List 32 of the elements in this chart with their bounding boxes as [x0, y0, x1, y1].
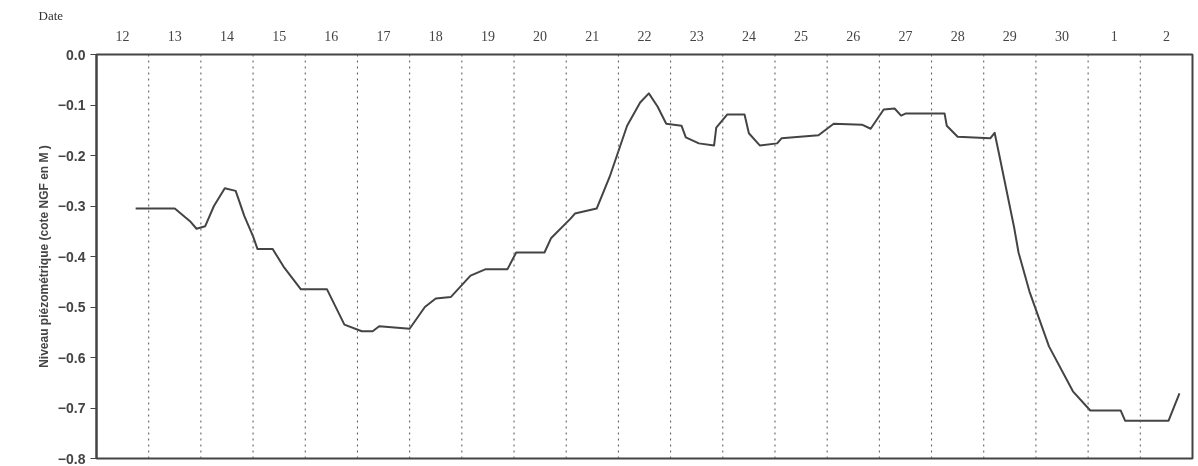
x-tick-label: 13	[167, 28, 182, 44]
x-tick-label: 16	[324, 28, 339, 44]
y-tick-label: −0.2	[57, 147, 86, 164]
x-tick-label: 27	[898, 28, 913, 44]
y-tick-label: −0.1	[57, 97, 86, 113]
x-tick-label: 14	[219, 28, 234, 44]
y-tick-label: −0.7	[57, 400, 86, 416]
x-tick-label: 1	[1110, 28, 1118, 44]
x-tick-label: 24	[741, 28, 756, 44]
x-tick-label: 29	[1002, 28, 1017, 44]
y-tick-label: 0.0	[66, 46, 86, 63]
x-tick-label: 19	[480, 28, 495, 44]
x-tick-label: 30	[1055, 28, 1070, 44]
x-tick-label: 18	[428, 28, 443, 44]
x-axis-title: Date	[38, 7, 64, 23]
y-tick-label: −0.8	[57, 450, 86, 466]
y-tick-label: −0.6	[57, 349, 86, 366]
x-tick-label: 20	[533, 28, 548, 44]
y-tick-label: −0.5	[57, 299, 86, 315]
y-axis-title: Niveau piézométrique (cote NGF en M )	[36, 145, 51, 368]
x-tick-label: 26	[846, 28, 861, 44]
y-tick-label: −0.3	[57, 198, 86, 214]
x-tick-label: 28	[950, 28, 965, 44]
x-tick-label: 25	[794, 28, 809, 44]
x-tick-label: 17	[376, 28, 391, 44]
x-tick-label: 23	[689, 28, 704, 44]
x-tick-label: 22	[637, 28, 652, 44]
x-tick-label: 15	[272, 28, 287, 44]
x-tick-label: 2	[1162, 28, 1170, 44]
y-tick-label: −0.4	[57, 248, 86, 265]
x-tick-label: 12	[115, 28, 130, 44]
x-tick-label: 21	[585, 28, 600, 44]
